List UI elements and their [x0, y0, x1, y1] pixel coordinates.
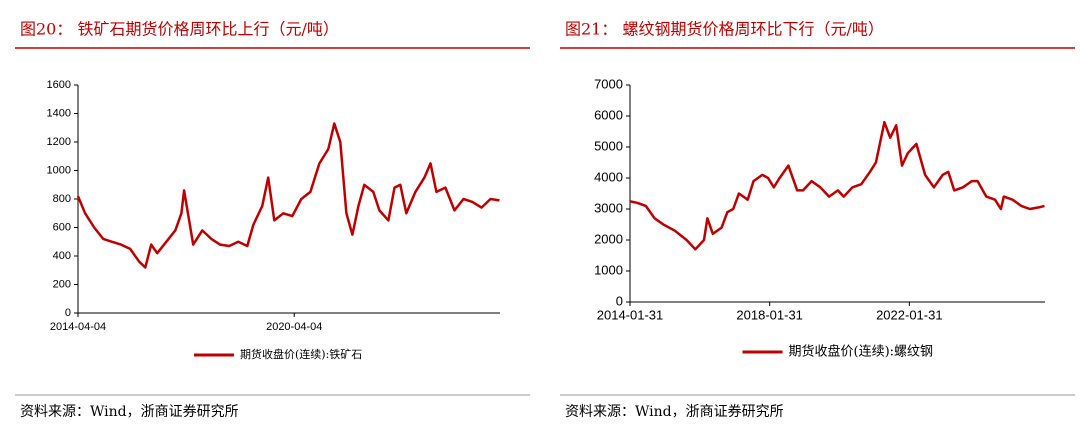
y-tick-label: 1600 [47, 79, 71, 91]
x-tick-label: 2014-04-04 [50, 321, 106, 333]
x-tick-label: 2014-01-31 [597, 307, 664, 322]
y-tick-label: 2000 [594, 231, 623, 246]
legend-label: 期货收盘价(连续):铁矿石 [240, 347, 362, 361]
y-tick-label: 600 [53, 221, 71, 233]
y-tick-label: 5000 [594, 138, 623, 153]
chart-title: 图21： 螺纹钢期货价格周环比下行（元/吨） [565, 20, 884, 39]
y-tick-label: 0 [616, 293, 623, 308]
x-tick-label: 2020-04-04 [266, 321, 322, 333]
series-line [76, 122, 500, 269]
y-tick-label: 200 [53, 278, 71, 290]
source: 资料来源：Wind，浙商证券研究所 [20, 404, 239, 420]
y-tick-label: 400 [53, 250, 71, 262]
y-tick-label: 1000 [594, 262, 623, 277]
y-tick-label: 6000 [594, 107, 623, 122]
y-tick-label: 3000 [594, 200, 623, 215]
series-line [629, 120, 1045, 251]
x-tick-label: 2018-01-31 [736, 307, 803, 322]
y-tick-label: 800 [53, 193, 71, 205]
legend-label: 期货收盘价(连续):螺纹钢 [789, 344, 934, 360]
y-tick-label: 1200 [47, 136, 71, 148]
y-tick-label: 7000 [594, 76, 623, 91]
chart-title: 图20： 铁矿石期货价格周环比上行（元/吨） [20, 20, 339, 39]
x-tick-label: 2022-01-31 [876, 307, 943, 322]
y-tick-label: 1400 [47, 107, 71, 119]
y-tick-label: 0 [65, 307, 71, 319]
y-tick-label: 1000 [47, 164, 71, 176]
y-tick-label: 4000 [594, 169, 623, 184]
source: 资料来源：Wind，浙商证券研究所 [565, 404, 784, 420]
